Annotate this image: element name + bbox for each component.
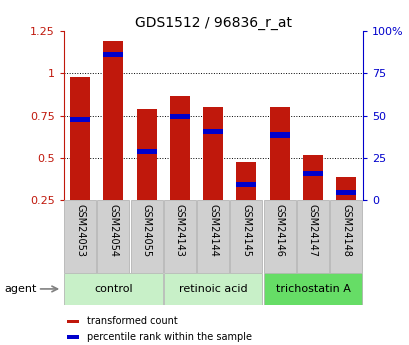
Text: agent: agent [4,284,36,294]
Bar [164,273,262,305]
Bar [263,273,361,305]
Bar [269,107,289,200]
Text: GSM24148: GSM24148 [340,204,351,257]
Text: transformed count: transformed count [87,316,178,326]
Bar [66,319,79,323]
Bar [335,190,355,195]
Bar [302,155,322,200]
Text: percentile rank within the sample: percentile rank within the sample [87,332,252,342]
Bar [97,200,129,273]
Bar [330,200,361,273]
Bar [136,149,156,155]
Text: GSM24147: GSM24147 [307,204,317,257]
Text: GSM24143: GSM24143 [175,204,184,257]
Text: GSM24054: GSM24054 [108,204,118,257]
Bar [236,162,256,200]
Text: retinoic acid: retinoic acid [178,284,247,294]
Text: GSM24146: GSM24146 [274,204,284,257]
Bar [302,171,322,176]
Bar [236,181,256,187]
Bar [269,132,289,138]
Text: GSM24053: GSM24053 [75,204,85,257]
Text: trichostatin A: trichostatin A [275,284,350,294]
Bar [203,107,222,200]
Bar [64,200,96,273]
Bar [170,96,189,200]
Text: control: control [94,284,133,294]
Bar [64,273,162,305]
Bar [136,109,156,200]
Bar [103,41,123,200]
Bar [103,52,123,57]
Text: GSM24144: GSM24144 [208,204,218,257]
Text: GSM24145: GSM24145 [241,204,251,257]
Bar [230,200,262,273]
Bar [197,200,229,273]
Bar [66,335,79,339]
Bar [296,200,328,273]
Bar [170,114,189,119]
Bar [263,200,295,273]
Text: GSM24055: GSM24055 [142,204,151,257]
Bar [335,177,355,200]
Bar [70,77,90,200]
Bar [164,200,196,273]
Bar [130,200,162,273]
Bar [203,129,222,134]
Title: GDS1512 / 96836_r_at: GDS1512 / 96836_r_at [135,16,291,30]
Bar [70,117,90,122]
